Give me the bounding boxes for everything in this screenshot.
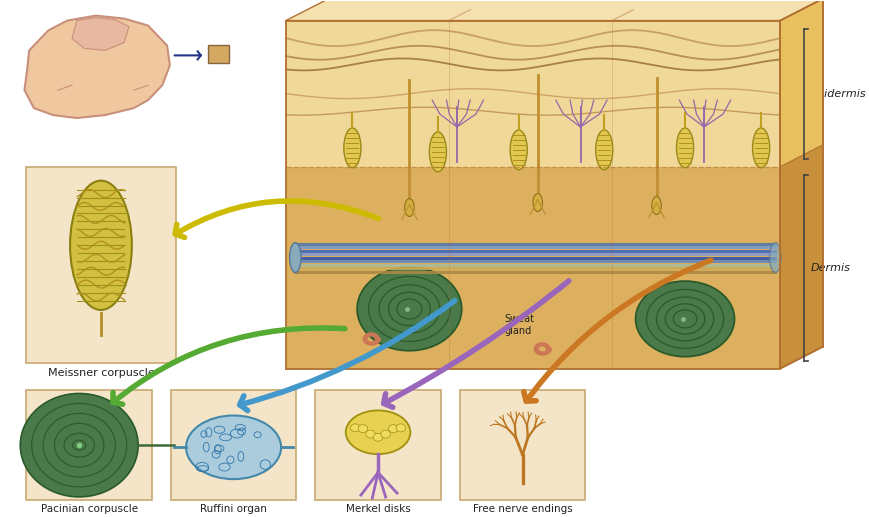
FancyBboxPatch shape xyxy=(459,390,585,500)
Ellipse shape xyxy=(350,424,360,432)
Polygon shape xyxy=(24,16,169,118)
Ellipse shape xyxy=(676,128,693,168)
Ellipse shape xyxy=(343,128,361,168)
Text: Pacinian corpuscle: Pacinian corpuscle xyxy=(41,504,137,514)
Ellipse shape xyxy=(395,424,405,432)
Text: Merkel disks: Merkel disks xyxy=(345,504,410,514)
Text: Ruffini organ: Ruffini organ xyxy=(200,504,267,514)
FancyBboxPatch shape xyxy=(208,45,229,64)
Ellipse shape xyxy=(429,132,446,172)
Bar xyxy=(286,167,779,369)
Ellipse shape xyxy=(769,242,780,272)
Polygon shape xyxy=(286,0,822,21)
Ellipse shape xyxy=(365,430,375,438)
Ellipse shape xyxy=(533,193,542,211)
FancyBboxPatch shape xyxy=(170,390,296,500)
Polygon shape xyxy=(779,0,822,369)
Text: Free nerve endings: Free nerve endings xyxy=(472,504,572,514)
Ellipse shape xyxy=(595,130,612,170)
Ellipse shape xyxy=(356,267,461,351)
Text: Dermis: Dermis xyxy=(810,263,849,272)
Bar xyxy=(286,21,779,167)
FancyBboxPatch shape xyxy=(26,390,152,500)
Ellipse shape xyxy=(186,416,281,479)
Ellipse shape xyxy=(651,196,660,215)
Text: Meissner corpuscle: Meissner corpuscle xyxy=(48,368,154,377)
Polygon shape xyxy=(779,0,822,167)
Ellipse shape xyxy=(635,281,733,357)
FancyBboxPatch shape xyxy=(26,167,176,362)
Ellipse shape xyxy=(388,424,397,433)
Ellipse shape xyxy=(70,180,132,310)
FancyBboxPatch shape xyxy=(315,390,441,500)
Ellipse shape xyxy=(509,130,527,170)
Ellipse shape xyxy=(289,242,301,272)
Ellipse shape xyxy=(381,430,390,438)
Ellipse shape xyxy=(373,433,382,441)
Polygon shape xyxy=(72,18,129,51)
Text: Epidermis: Epidermis xyxy=(810,89,866,99)
Ellipse shape xyxy=(358,424,368,433)
Ellipse shape xyxy=(752,128,769,168)
Ellipse shape xyxy=(345,410,410,454)
Ellipse shape xyxy=(20,393,138,497)
Text: Sweat
gland: Sweat gland xyxy=(504,314,534,336)
Ellipse shape xyxy=(404,199,414,217)
